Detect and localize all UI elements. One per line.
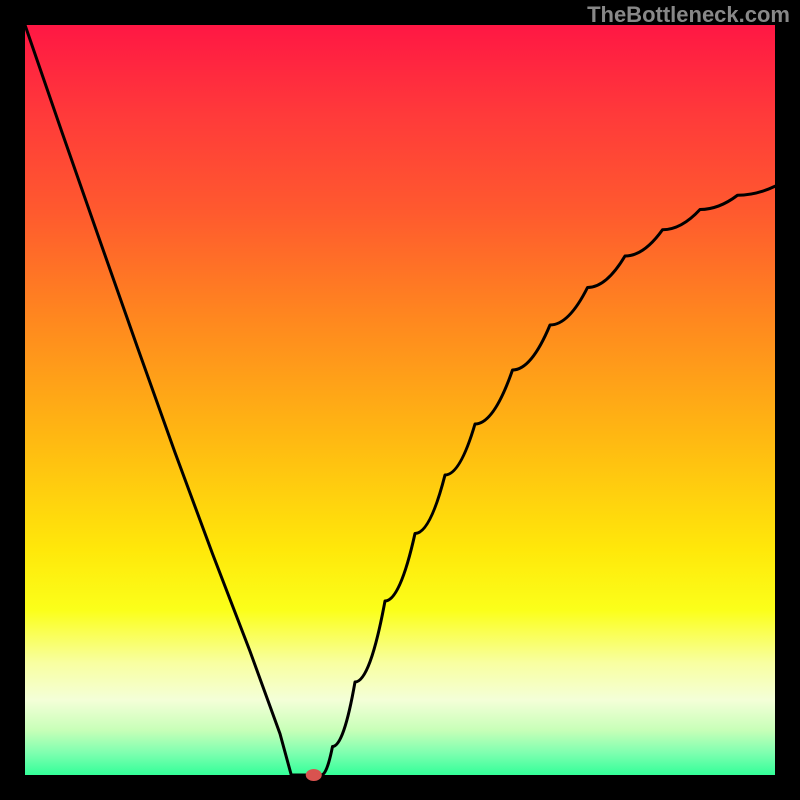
plot-background	[25, 25, 775, 775]
watermark-text: TheBottleneck.com	[587, 2, 790, 28]
optimum-marker	[306, 769, 322, 781]
bottleneck-chart	[0, 0, 800, 800]
